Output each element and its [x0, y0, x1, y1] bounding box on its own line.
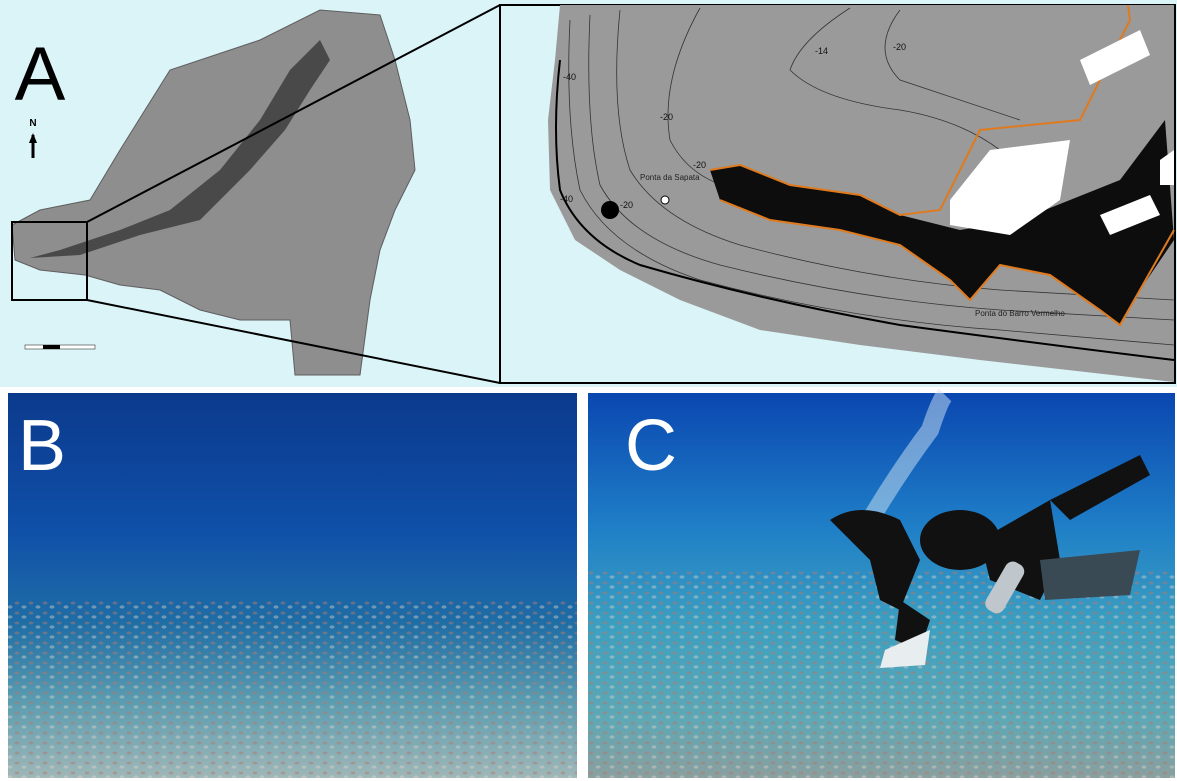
panel-label: C — [625, 406, 677, 486]
rock — [601, 201, 619, 219]
place-label: Ponta da Sapata — [640, 173, 700, 182]
contour-label: -20 — [693, 160, 706, 170]
rock — [661, 196, 669, 204]
contour-label: -20 — [660, 112, 673, 122]
panel-label: A — [15, 32, 66, 117]
seabed — [8, 600, 577, 778]
contour-label: -20 — [893, 42, 906, 52]
contour-label: -20 — [620, 200, 633, 210]
seabed — [588, 570, 1175, 778]
contour-label: -14 — [815, 46, 828, 56]
contour-label: -40 — [560, 194, 573, 204]
scale-bar-segment — [43, 345, 60, 349]
north-label: N — [29, 118, 36, 129]
panel-label: B — [18, 406, 66, 486]
figure: N A -14 -20 -40 -40 -20 -20 -20 Ponta da… — [0, 0, 1177, 781]
place-label: Ponta do Barro Vermelho — [975, 309, 1065, 318]
contour-label: -40 — [563, 72, 576, 82]
